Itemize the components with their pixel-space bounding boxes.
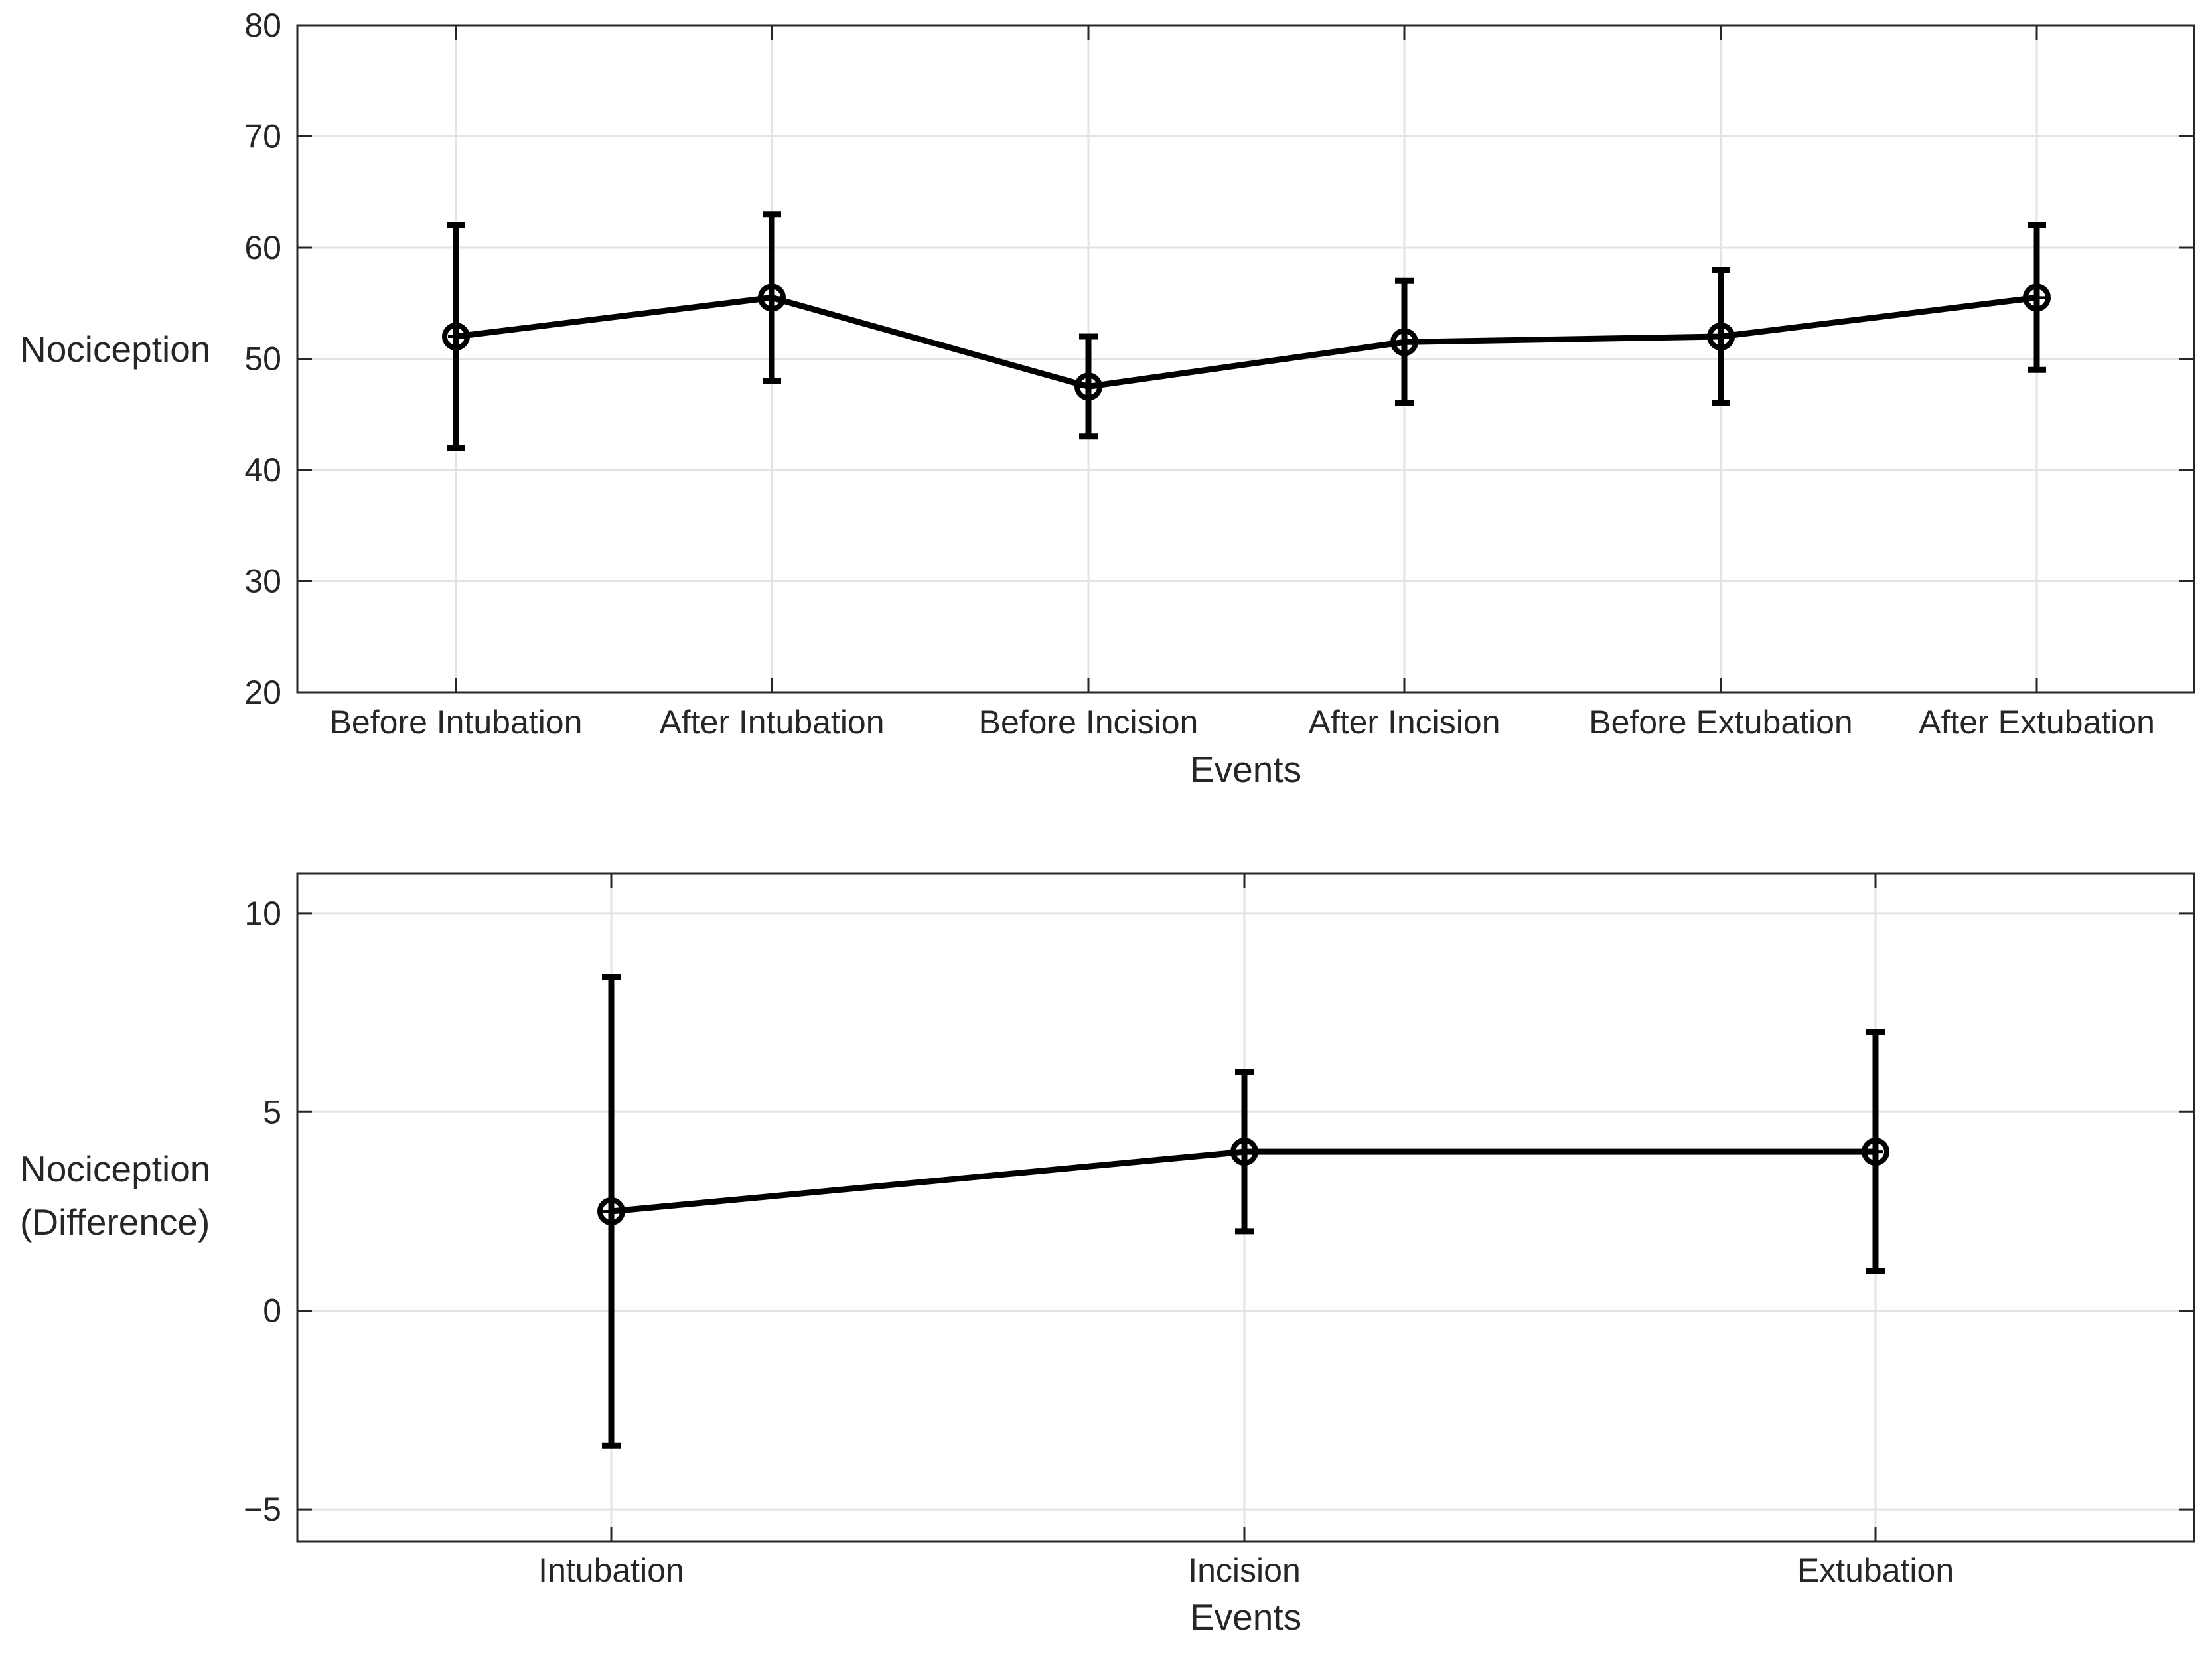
x-tick-label: Intubation: [538, 1552, 684, 1589]
y-tick-label: 5: [263, 1093, 281, 1130]
y-tick-label: 50: [244, 341, 281, 378]
x-tick-label: Before Extubation: [1589, 704, 1853, 741]
y-tick-label: 60: [244, 229, 281, 266]
chart-bottom-nociception-difference: −5 0 5 10 Intubation Incision Extubation Events…: [20, 872, 2195, 1637]
y-tick-label: 40: [244, 451, 281, 489]
data-point-marker: [1390, 328, 1418, 356]
data-point-marker: [1707, 323, 1735, 350]
y-axis-label: (Difference): [20, 1201, 210, 1243]
y-axis-label: Nociception: [20, 329, 210, 370]
data-point-marker: [442, 323, 470, 350]
x-tick-label: After Incision: [1308, 704, 1500, 741]
y-tick-label: 70: [244, 118, 281, 155]
y-tick-label: 80: [244, 7, 281, 44]
x-tick-label: After Extubation: [1919, 704, 2155, 741]
x-tick-label: Extubation: [1797, 1552, 1954, 1589]
axes-box: [296, 872, 2195, 1543]
y-tick-label: −5: [244, 1491, 281, 1528]
x-tick-label: After Intubation: [659, 704, 884, 741]
y-tick-label: 10: [244, 895, 281, 932]
x-tick-label: Before Intubation: [330, 704, 583, 741]
y-tick-label: 20: [244, 674, 281, 711]
data-point-marker: [1862, 1138, 1889, 1166]
x-axis-label: Events: [1190, 1596, 1301, 1637]
y-axis-label: Nociception: [20, 1148, 210, 1189]
data-point-marker: [2023, 283, 2051, 312]
y-tick-label: 0: [263, 1292, 281, 1330]
series-line: [455, 294, 2037, 390]
x-tick-label: Before Incision: [979, 704, 1199, 741]
data-point-marker: [758, 283, 786, 312]
data-point-marker: [1230, 1138, 1258, 1166]
x-axis-label: Events: [1190, 749, 1301, 790]
x-tick-label: Incision: [1188, 1552, 1301, 1589]
data-point-marker: [1074, 372, 1102, 401]
data-point-marker: [597, 1197, 625, 1225]
chart-top-nociception: 20 30 40 50 60 70 80 Before Intubation After Int…: [20, 7, 2195, 790]
y-tick-label: 30: [244, 563, 281, 600]
